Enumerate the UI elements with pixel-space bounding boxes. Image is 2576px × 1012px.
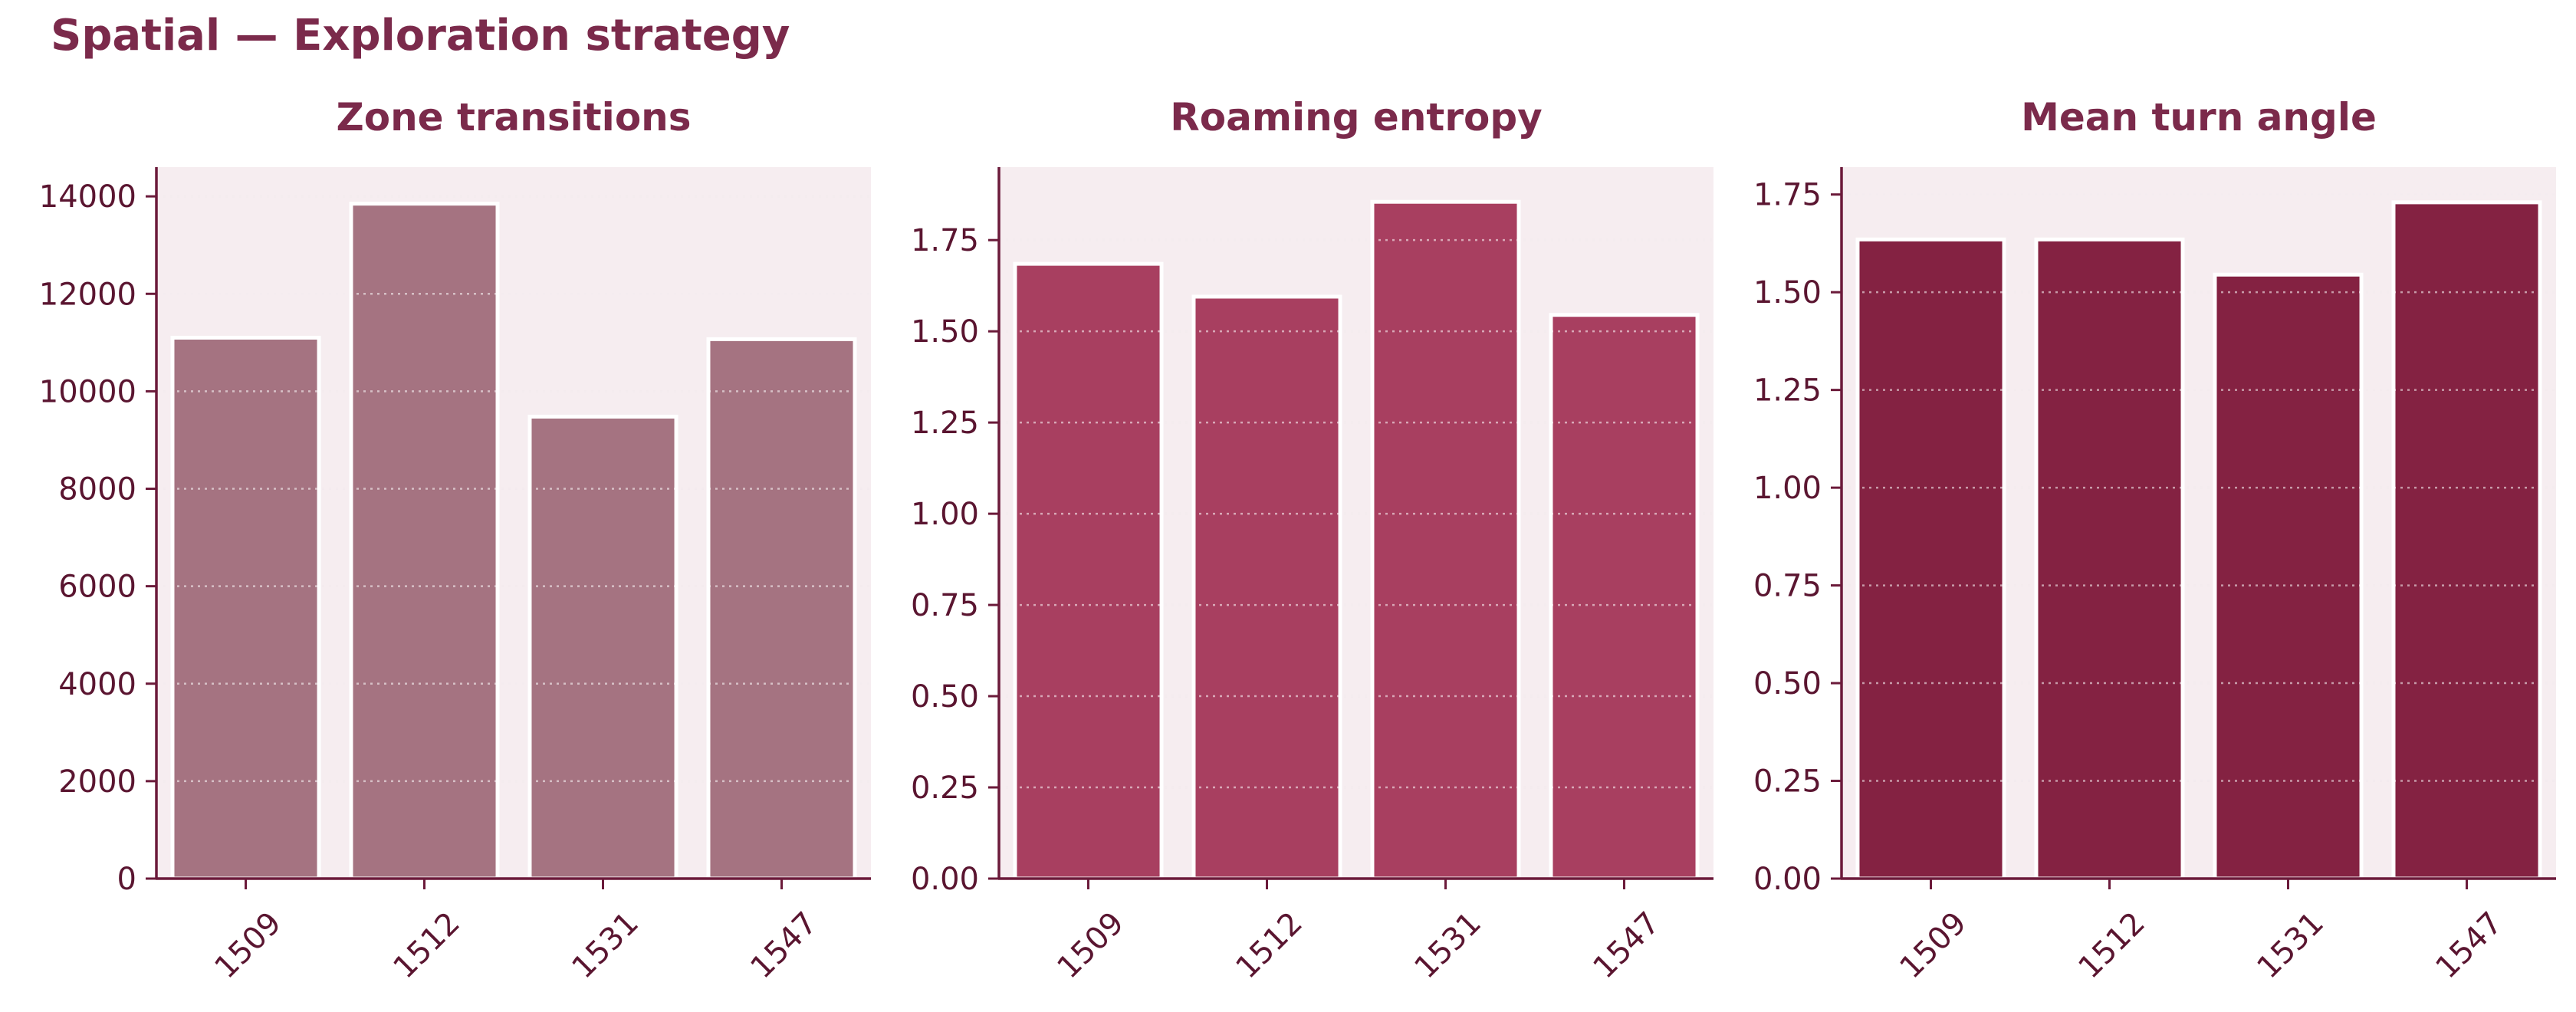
bar-1547 [1549,313,1700,881]
chart-panel-1: 0 2000 4000 6000 8000 10000 12000 14000 1509 1512… [39,95,871,985]
y-tick-label: 0.25 [911,770,979,806]
panel-title: Zone transitions [336,95,691,140]
bar-1547 [706,337,857,881]
bar-1547 [2391,200,2542,881]
x-tick-label: 1547 [1586,905,1667,986]
x-tick-label: 1531 [2250,905,2331,986]
x-tick-label: 1509 [1893,905,1973,986]
bar-1531 [527,414,678,881]
chart-panel-3: 0.00 0.25 0.50 0.75 1.00 1.25 1.50 1.75 1509 1512… [1753,95,2556,985]
x-tick-label: 1512 [1229,905,1309,986]
x-tick-label: 1509 [1050,905,1131,986]
y-tick-label: 1.25 [1753,373,1822,409]
y-tick-label: 1.75 [1753,178,1822,213]
x-tick-label: 1547 [744,905,824,986]
x-tick-label: 1512 [2072,905,2152,986]
y-tick-label: 8000 [58,472,136,508]
y-tick-label: 1.25 [911,406,979,441]
bar-1512 [1191,294,1342,881]
x-tick-label: 1531 [1408,905,1488,986]
bar-1509 [170,335,321,881]
y-tick-label: 0.75 [1753,569,1822,604]
y-tick-label: 0 [117,862,136,897]
y-tick-label: 1.50 [1753,275,1822,310]
x-tick-label: 1512 [386,905,467,986]
y-tick-label: 1.00 [911,497,979,532]
bar-1509 [1013,261,1164,881]
y-tick-label: 0.00 [1753,862,1822,897]
chart-panel-2: 0.00 0.25 0.50 0.75 1.00 1.25 1.50 1.75 1509 1512… [911,95,1714,985]
y-tick-label: 1.00 [1753,471,1822,506]
y-tick-label: 0.00 [911,862,979,897]
y-tick-label: 14000 [39,179,136,215]
bar-1531 [2213,272,2364,881]
y-tick-label: 2000 [58,764,136,800]
bar-1531 [1370,199,1521,881]
figure-title: Spatial — Exploration strategy [51,11,790,61]
y-tick-label: 0.50 [1753,666,1822,702]
panel-title: Mean turn angle [2021,95,2377,140]
y-tick-label: 12000 [39,277,136,312]
y-tick-label: 1.75 [911,223,979,258]
y-tick-label: 10000 [39,374,136,409]
bar-1509 [1855,237,2006,881]
panel-title: Roaming entropy [1170,95,1542,140]
y-tick-label: 0.50 [911,679,979,715]
x-tick-label: 1531 [565,905,646,986]
bar-1512 [349,202,500,881]
y-tick-label: 0.25 [1753,764,1822,800]
x-tick-label: 1547 [2429,905,2509,986]
y-tick-label: 4000 [58,667,136,702]
x-tick-label: 1509 [208,905,288,986]
y-tick-label: 0.75 [911,588,979,623]
y-tick-label: 1.50 [911,314,979,350]
bar-1512 [2034,237,2185,881]
y-tick-label: 6000 [58,570,136,605]
